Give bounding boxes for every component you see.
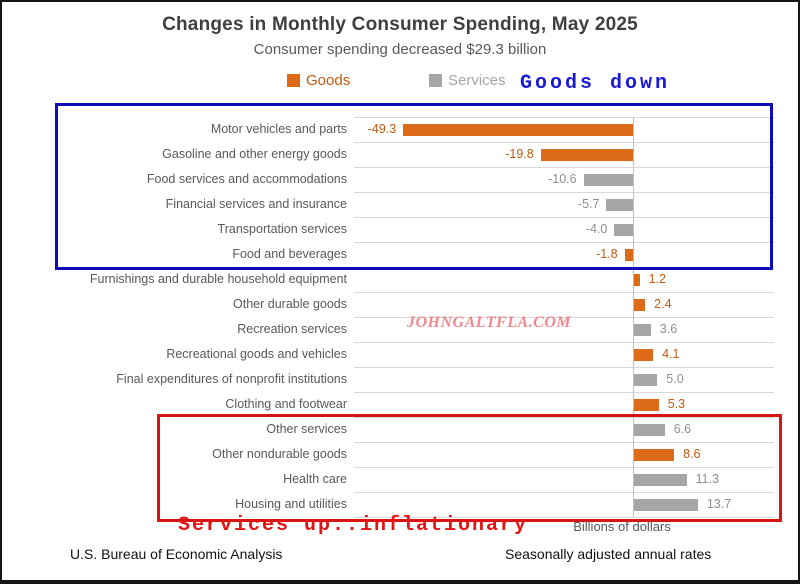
value-label: 11.3	[695, 472, 720, 486]
row-gridline	[354, 267, 774, 268]
services-bar	[634, 323, 651, 336]
row-gridline	[354, 467, 774, 468]
category-label: Food services and accommodations	[146, 172, 347, 186]
value-label: 4.1	[662, 347, 680, 361]
value-label: 8.6	[683, 447, 701, 461]
category-label: Recreation services	[237, 322, 347, 336]
goods-bar	[624, 248, 633, 261]
row-gridline	[354, 342, 774, 343]
rates-note: Seasonally adjusted annual rates	[505, 546, 712, 562]
value-label: -10.6	[548, 172, 577, 186]
goods-swatch-icon	[287, 74, 300, 87]
category-label: Other services	[266, 422, 347, 436]
services-bar	[634, 373, 658, 386]
row-gridline	[354, 367, 774, 368]
services-swatch-icon	[429, 74, 442, 87]
category-label: Recreational goods and vehicles	[166, 347, 347, 361]
row-gridline	[354, 442, 774, 443]
row-gridline	[354, 117, 774, 118]
row-gridline	[354, 492, 774, 493]
category-label: Transportation services	[217, 222, 347, 236]
services-up-annotation: Services up..inflationary	[178, 514, 529, 537]
category-label: Food and beverages	[232, 247, 347, 261]
category-label: Clothing and footwear	[225, 397, 347, 411]
category-label: Housing and utilities	[235, 497, 347, 511]
row-gridline	[354, 167, 774, 168]
value-label: -4.0	[585, 222, 608, 236]
row-gridline	[354, 142, 774, 143]
legend-item-goods: Goods	[287, 72, 350, 89]
legend-services-label: Services	[448, 72, 506, 89]
value-label: 2.4	[654, 297, 672, 311]
value-label: 6.6	[673, 422, 692, 436]
row-gridline	[354, 317, 774, 318]
value-label: 13.7	[706, 497, 732, 511]
goods-bar	[540, 148, 633, 161]
axis-units-caption: Billions of dollars	[573, 519, 671, 534]
goods-bar	[634, 273, 640, 286]
value-label: -1.8	[596, 247, 618, 261]
row-gridline	[354, 417, 774, 418]
chart-subtitle: Consumer spending decreased $29.3 billio…	[253, 41, 547, 58]
goods-bar	[634, 448, 675, 461]
value-label: -49.3	[367, 122, 397, 136]
category-label: Health care	[283, 472, 347, 486]
category-label: Other nondurable goods	[212, 447, 347, 461]
bar-chart-plot-area: Motor vehicles and parts -49.3 Gasoline an…	[2, 117, 798, 518]
value-label: 3.6	[659, 322, 678, 336]
category-label: Motor vehicles and parts	[210, 122, 347, 136]
legend-goods-label: Goods	[306, 72, 351, 89]
services-bar	[634, 423, 665, 436]
value-label: 1.2	[648, 272, 666, 286]
goods-bar	[634, 398, 659, 411]
row-gridline	[354, 217, 774, 218]
value-label: 5.0	[666, 372, 684, 386]
goods-bar	[403, 123, 633, 136]
category-label: Gasoline and other energy goods	[162, 147, 347, 161]
row-gridline	[354, 292, 774, 293]
legend-item-services: Services	[429, 72, 506, 89]
row-gridline	[354, 192, 774, 193]
goods-bar	[634, 348, 654, 361]
source-attribution: U.S. Bureau of Economic Analysis	[70, 546, 283, 562]
category-label: Furnishings and durable household equipm…	[89, 272, 347, 286]
zero-axis-line	[633, 117, 634, 517]
services-bar	[634, 473, 687, 486]
category-label: Other durable goods	[233, 297, 347, 311]
services-bar	[606, 198, 633, 211]
value-label: -19.8	[505, 147, 534, 161]
category-label: Financial services and insurance	[165, 197, 347, 211]
row-gridline	[354, 392, 774, 393]
row-gridline	[354, 517, 774, 518]
chart-title: Changes in Monthly Consumer Spending, Ma…	[162, 14, 638, 35]
value-label: -5.7	[577, 197, 600, 211]
services-bar	[614, 223, 633, 236]
goods-down-annotation: Goods down	[520, 72, 671, 95]
category-label: Final expenditures of nonprofit institut…	[116, 372, 347, 386]
value-label: 5.3	[667, 397, 686, 411]
watermark-text: JOHNGALTFLA.COM	[407, 314, 572, 331]
services-bar	[634, 498, 698, 511]
row-gridline	[354, 242, 774, 243]
goods-bar	[634, 298, 646, 311]
services-bar	[583, 173, 633, 186]
